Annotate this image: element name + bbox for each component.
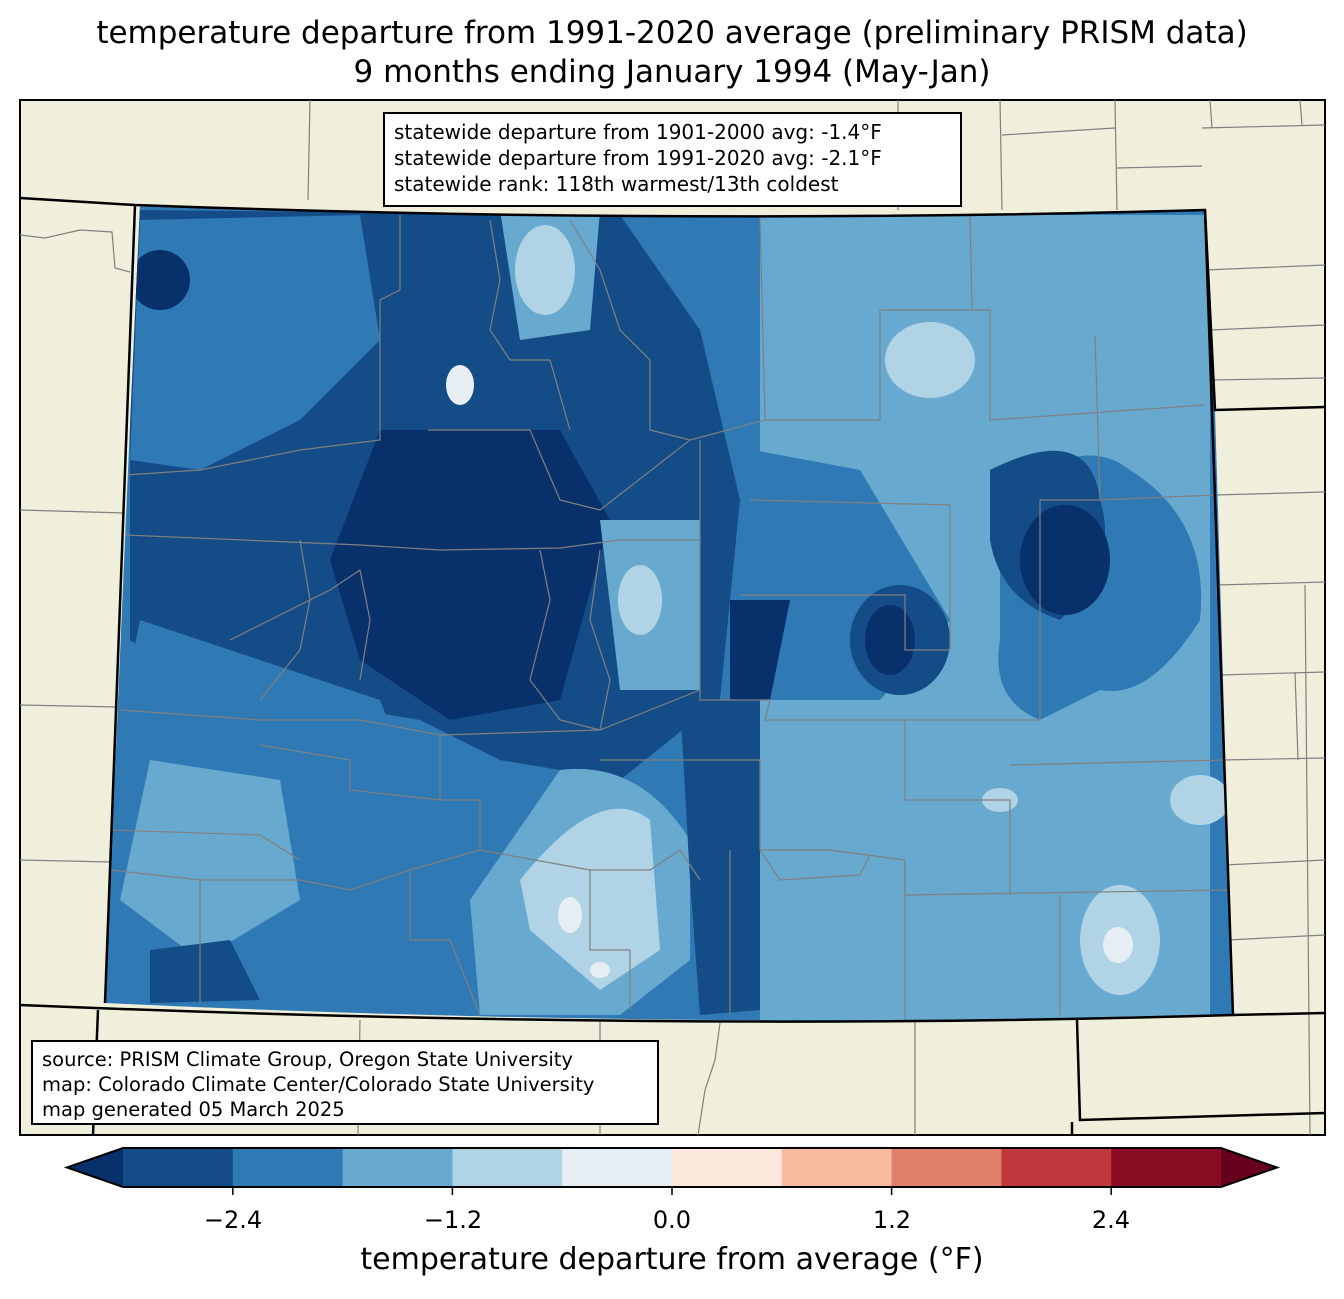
source-line: source: PRISM Climate Group, Oregon Stat… (42, 1048, 573, 1071)
statewide-stats-box: statewide departure from 1901-2000 avg: … (383, 112, 962, 207)
departure-field (105, 205, 1233, 1021)
colorado-map (19, 99, 1326, 1136)
stats-departure-1991-2020: statewide departure from 1991-2020 avg: … (394, 146, 882, 170)
colorbar-swatch (781, 1148, 893, 1187)
stats-rank: statewide rank: 118th warmest/13th colde… (394, 172, 839, 196)
colorbar-tick-label: 2.4 (1091, 1206, 1131, 1234)
map-title-line2: 9 months ending January 1994 (May-Jan) (353, 54, 991, 90)
colorbar-swatch (123, 1148, 234, 1187)
map-credit-line: map: Colorado Climate Center/Colorado St… (42, 1073, 595, 1096)
colorbar-tick-label: −2.4 (203, 1206, 263, 1234)
stats-departure-1901-2000: statewide departure from 1901-2000 avg: … (394, 120, 882, 144)
colorbar-under-arrow (67, 1148, 123, 1187)
colorbar-over-arrow (1221, 1148, 1277, 1187)
source-box: source: PRISM Climate Group, Oregon Stat… (31, 1040, 659, 1125)
colorbar-tick-label: −1.2 (423, 1206, 483, 1234)
colorbar-swatch (342, 1148, 453, 1187)
colorbar-swatch (672, 1148, 783, 1187)
map-title-line1: temperature departure from 1991-2020 ave… (96, 15, 1248, 51)
colorbar-outline (63, 1147, 1281, 1188)
colorbar-swatch (1111, 1148, 1222, 1187)
colorbar-swatch (1001, 1148, 1112, 1187)
colorbar-label: temperature departure from average (°F) (360, 1242, 984, 1277)
colorbar (63, 1147, 1281, 1195)
county-lines (109, 214, 1229, 1020)
colorbar-swatch (232, 1148, 344, 1187)
map-generated-line: map generated 05 March 2025 (42, 1098, 345, 1121)
colorbar-swatch (891, 1148, 1002, 1187)
colorbar-tick-label: 1.2 (872, 1206, 912, 1234)
colorbar-tick-label: 0.0 (652, 1206, 692, 1234)
colorbar-swatch (452, 1148, 563, 1187)
colorbar-swatch (562, 1148, 673, 1187)
